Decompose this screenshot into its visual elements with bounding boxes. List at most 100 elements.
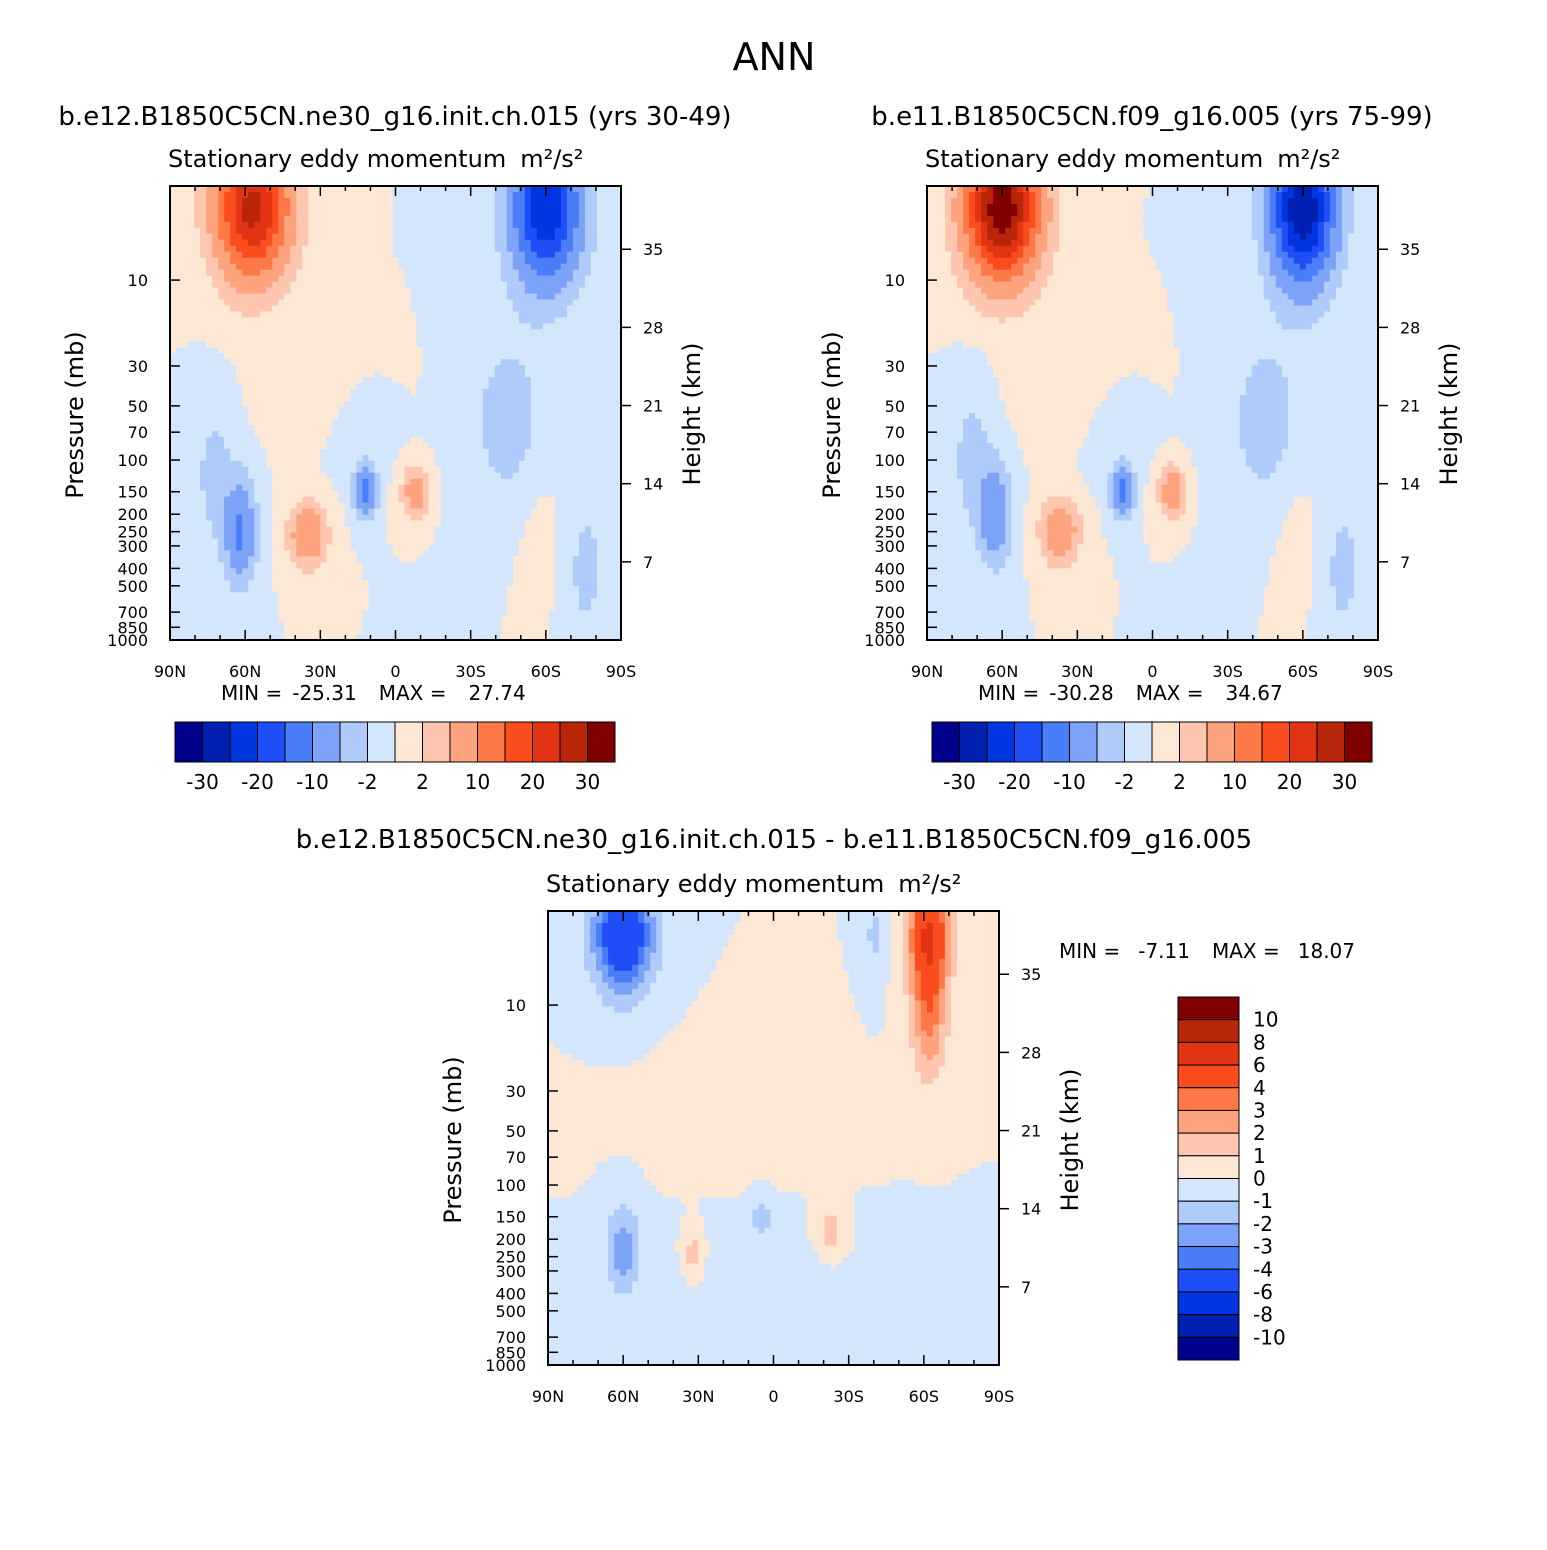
contour-cell [752,1179,772,1187]
contour-cell [1143,526,1193,534]
contour-cell [927,197,946,205]
contour-cell [1047,520,1072,528]
contour-cell [524,371,621,378]
contour-cell [902,922,910,930]
contour-cell [638,952,645,960]
contour-cell [590,946,603,954]
y-tick-label: 30 [128,357,148,376]
contour-cell [1269,269,1289,277]
contour-cell [548,1251,609,1259]
contour-cell [494,239,508,247]
contour-cell [1017,209,1024,217]
contour-cell [230,490,249,498]
contour-cell [548,976,591,984]
contour-cell [530,389,621,396]
contour-cell [902,964,910,972]
contour-cell [1011,538,1024,546]
contour-cell [927,401,1006,408]
contour-cell [596,233,621,241]
contour-cell [1281,371,1378,378]
contour-cell [1113,514,1133,522]
contour-cell [1059,191,1151,199]
contour-cell [1005,496,1012,504]
contour-cell [1335,293,1378,301]
contour-cell [590,970,603,978]
contour-cell [981,186,988,193]
contour-cell [1119,496,1127,504]
contour-cell [608,1245,615,1253]
x-tick-label: 60S [531,662,562,681]
contour-cell [566,221,580,229]
contour-cell [1011,544,1024,551]
contour-cell [368,508,376,516]
contour-cell [1023,221,1036,229]
contour-cell [254,508,261,516]
contour-cell [260,191,273,199]
contour-cell [350,496,358,504]
contour-cell [1023,520,1036,528]
contour-cell [410,478,424,486]
contour-cell [716,964,844,972]
contour-cell [290,245,303,253]
y-tick-label: 100 [874,451,905,470]
contour-cell [272,221,279,229]
contour-cell [626,1203,687,1211]
colorbar-swatch [931,721,960,763]
contour-cell [1341,281,1378,289]
contour-cell [1137,472,1151,480]
contour-cell [248,490,255,498]
contour-cell [428,490,442,498]
contour-cell [1311,257,1325,265]
contour-cell [584,952,597,960]
contour-cell [927,424,964,432]
y-tick-label: 30 [506,1082,526,1101]
contour-cell [1143,520,1199,528]
contour-cell [260,514,273,522]
contour-cell [410,287,508,295]
contour-cell [1251,371,1283,378]
contour-cell [1023,311,1175,319]
contour-cell [518,233,526,241]
contour-cell [1311,568,1331,575]
contour-cell [920,994,934,1002]
contour-cell [975,305,1030,313]
contour-cell [932,1024,940,1032]
contour-cell [242,395,351,402]
contour-cell [1077,460,1115,468]
contour-cell [1047,245,1060,253]
contour-cell [326,514,345,522]
colorbar-swatch [284,721,313,763]
contour-cell [957,245,970,253]
contour-cell [1287,377,1378,384]
contour-cell [1263,191,1271,199]
contour-cell [956,964,999,972]
contour-cell [987,293,1018,301]
contour-cell [500,275,520,283]
contour-cell [512,562,556,569]
contour-cell [1341,209,1355,217]
contour-cell [1035,275,1048,283]
contour-cell [614,1245,633,1253]
contour-cell [596,209,621,217]
contour-cell [1251,215,1265,223]
contour-cell [1119,484,1127,492]
contour-cell [1251,197,1265,205]
contour-cell [236,520,243,528]
contour-cell [350,490,358,498]
contour-cell [302,263,400,271]
contour-cell [1005,407,1096,414]
contour-cell [662,934,729,942]
contour-cell [362,562,514,569]
contour-cell [356,508,364,516]
contour-cell [548,1120,999,1127]
contour-cell [284,269,297,277]
contour-cell [296,186,309,193]
contour-cell [602,916,609,924]
y-axis-label-right: Height (km) [678,343,706,486]
contour-cell [584,928,591,936]
contour-cell [272,496,303,504]
contour-cell [1137,502,1145,510]
contour-cell [969,520,982,528]
colorbar-swatch [1177,1336,1240,1361]
contour-cell [548,1161,597,1169]
